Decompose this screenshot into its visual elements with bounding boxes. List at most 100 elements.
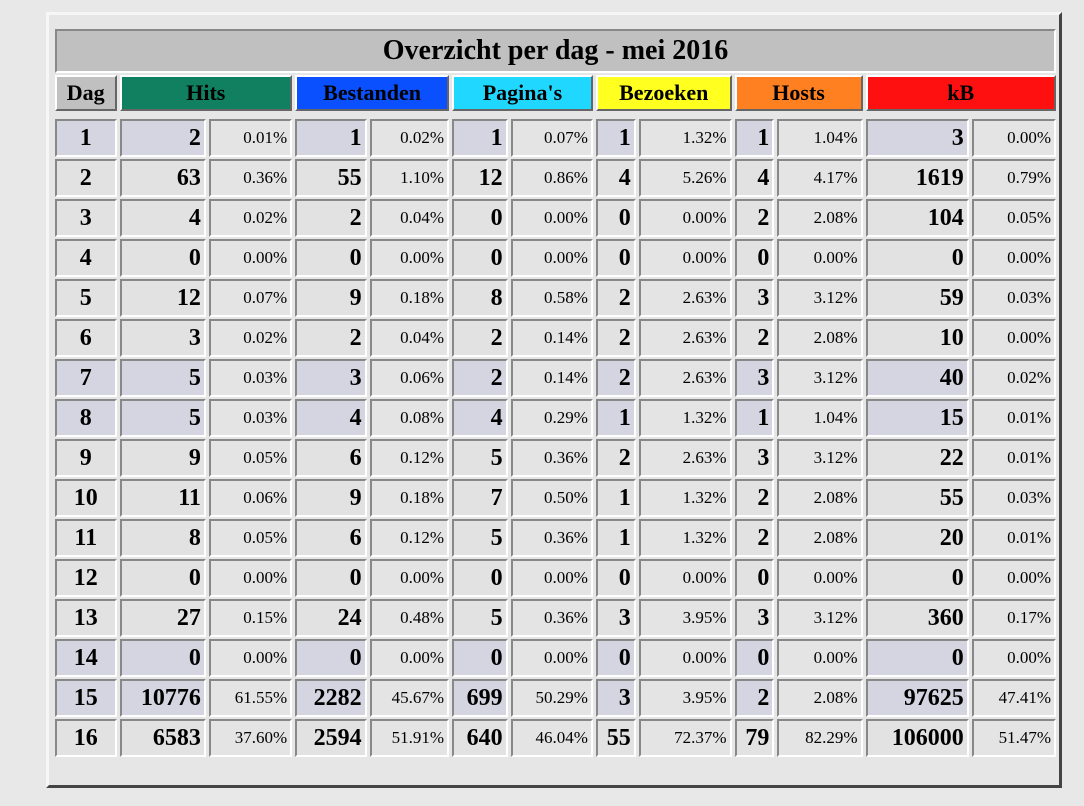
cell-hosts-pct: 0.00% [777, 239, 863, 277]
cell-visits: 2 [595, 359, 636, 397]
cell-files: 55 [295, 159, 367, 197]
cell-visits-pct: 1.32% [638, 399, 732, 437]
cell-hits: 5 [119, 359, 206, 397]
cell-day: 7 [55, 359, 117, 397]
cell-hosts: 0 [734, 639, 775, 677]
cell-kb: 1619 [865, 159, 969, 197]
cell-files: 9 [295, 479, 367, 517]
cell-pages-pct: 0.50% [510, 479, 593, 517]
cell-files-pct: 0.12% [369, 439, 449, 477]
table-row: 16 6583 37.60% 2594 51.91% 640 46.04% 55 72.37% 7… [55, 719, 1056, 757]
cell-files-pct: 0.18% [369, 479, 449, 517]
cell-hits-pct: 0.07% [208, 279, 293, 317]
cell-pages: 2 [452, 319, 508, 357]
cell-kb-pct: 51.47% [971, 719, 1056, 757]
cell-files: 0 [295, 639, 367, 677]
cell-hits-pct: 0.15% [208, 599, 293, 637]
cell-hits-pct: 0.05% [208, 439, 293, 477]
cell-kb: 104 [865, 199, 969, 237]
cell-kb-pct: 0.00% [971, 239, 1056, 277]
cell-files: 2 [295, 199, 367, 237]
cell-visits: 1 [595, 519, 636, 557]
cell-day: 2 [55, 159, 117, 197]
cell-kb: 0 [865, 239, 969, 277]
cell-kb: 20 [865, 519, 969, 557]
cell-visits-pct: 3.95% [638, 679, 732, 717]
cell-pages-pct: 50.29% [510, 679, 593, 717]
cell-files-pct: 0.04% [369, 199, 449, 237]
cell-hits-pct: 61.55% [208, 679, 293, 717]
cell-pages-pct: 0.07% [510, 119, 593, 157]
table-row: 6 3 0.02% 2 0.04% 2 0.14% 2 2.63% 2 2.08% 10 0.00% [55, 319, 1056, 357]
cell-visits-pct: 2.63% [638, 359, 732, 397]
cell-kb: 15 [865, 399, 969, 437]
cell-files: 3 [295, 359, 367, 397]
cell-day: 9 [55, 439, 117, 477]
cell-hits-pct: 0.03% [208, 399, 293, 437]
cell-kb-pct: 0.01% [971, 519, 1056, 557]
table-row: 10 11 0.06% 9 0.18% 7 0.50% 1 1.32% 2 2.08% 55 0.03% [55, 479, 1056, 517]
cell-files-pct: 45.67% [369, 679, 449, 717]
cell-day: 15 [55, 679, 117, 717]
cell-hosts: 2 [734, 479, 775, 517]
cell-files-pct: 0.06% [369, 359, 449, 397]
cell-kb: 59 [865, 279, 969, 317]
header-hits: Hits [119, 75, 293, 111]
cell-kb-pct: 0.03% [971, 479, 1056, 517]
cell-hits: 11 [119, 479, 206, 517]
cell-pages-pct: 0.86% [510, 159, 593, 197]
cell-day: 8 [55, 399, 117, 437]
cell-visits: 1 [595, 479, 636, 517]
cell-hosts: 1 [734, 119, 775, 157]
cell-hits-pct: 0.00% [208, 559, 293, 597]
cell-hosts-pct: 3.12% [777, 439, 863, 477]
cell-kb-pct: 0.03% [971, 279, 1056, 317]
cell-pages: 0 [452, 559, 508, 597]
cell-visits-pct: 0.00% [638, 559, 732, 597]
table-row: 14 0 0.00% 0 0.00% 0 0.00% 0 0.00% 0 0.00% 0 0.00% [55, 639, 1056, 677]
cell-pages-pct: 0.58% [510, 279, 593, 317]
cell-files: 24 [295, 599, 367, 637]
cell-visits: 3 [595, 679, 636, 717]
cell-pages: 8 [452, 279, 508, 317]
cell-kb-pct: 0.01% [971, 399, 1056, 437]
cell-hosts-pct: 0.00% [777, 559, 863, 597]
cell-files: 2594 [295, 719, 367, 757]
cell-files: 2282 [295, 679, 367, 717]
cell-day: 12 [55, 559, 117, 597]
cell-hosts-pct: 3.12% [777, 279, 863, 317]
cell-files-pct: 0.48% [369, 599, 449, 637]
cell-visits-pct: 3.95% [638, 599, 732, 637]
cell-pages: 1 [452, 119, 508, 157]
cell-hosts: 3 [734, 359, 775, 397]
cell-day: 6 [55, 319, 117, 357]
cell-kb: 0 [865, 639, 969, 677]
cell-visits-pct: 1.32% [638, 119, 732, 157]
cell-hosts-pct: 0.00% [777, 639, 863, 677]
cell-pages-pct: 0.36% [510, 599, 593, 637]
cell-hosts-pct: 1.04% [777, 119, 863, 157]
cell-hits: 5 [119, 399, 206, 437]
cell-pages-pct: 46.04% [510, 719, 593, 757]
cell-hosts: 3 [734, 279, 775, 317]
cell-hits-pct: 0.01% [208, 119, 293, 157]
cell-files-pct: 0.00% [369, 639, 449, 677]
table-row: 4 0 0.00% 0 0.00% 0 0.00% 0 0.00% 0 0.00% 0 0.00% [55, 239, 1056, 277]
cell-hosts-pct: 3.12% [777, 359, 863, 397]
cell-files: 1 [295, 119, 367, 157]
cell-visits-pct: 2.63% [638, 319, 732, 357]
cell-visits: 2 [595, 439, 636, 477]
cell-kb-pct: 0.05% [971, 199, 1056, 237]
table-title: Overzicht per dag - mei 2016 [55, 29, 1056, 73]
cell-visits-pct: 1.32% [638, 519, 732, 557]
daily-stats-table: Overzicht per dag - mei 2016 Dag Hits Best… [52, 27, 1059, 759]
cell-hosts-pct: 4.17% [777, 159, 863, 197]
cell-files-pct: 1.10% [369, 159, 449, 197]
cell-hosts: 2 [734, 679, 775, 717]
cell-hosts-pct: 2.08% [777, 479, 863, 517]
cell-files: 4 [295, 399, 367, 437]
cell-files: 0 [295, 559, 367, 597]
cell-kb: 360 [865, 599, 969, 637]
cell-kb-pct: 0.00% [971, 119, 1056, 157]
cell-kb-pct: 47.41% [971, 679, 1056, 717]
